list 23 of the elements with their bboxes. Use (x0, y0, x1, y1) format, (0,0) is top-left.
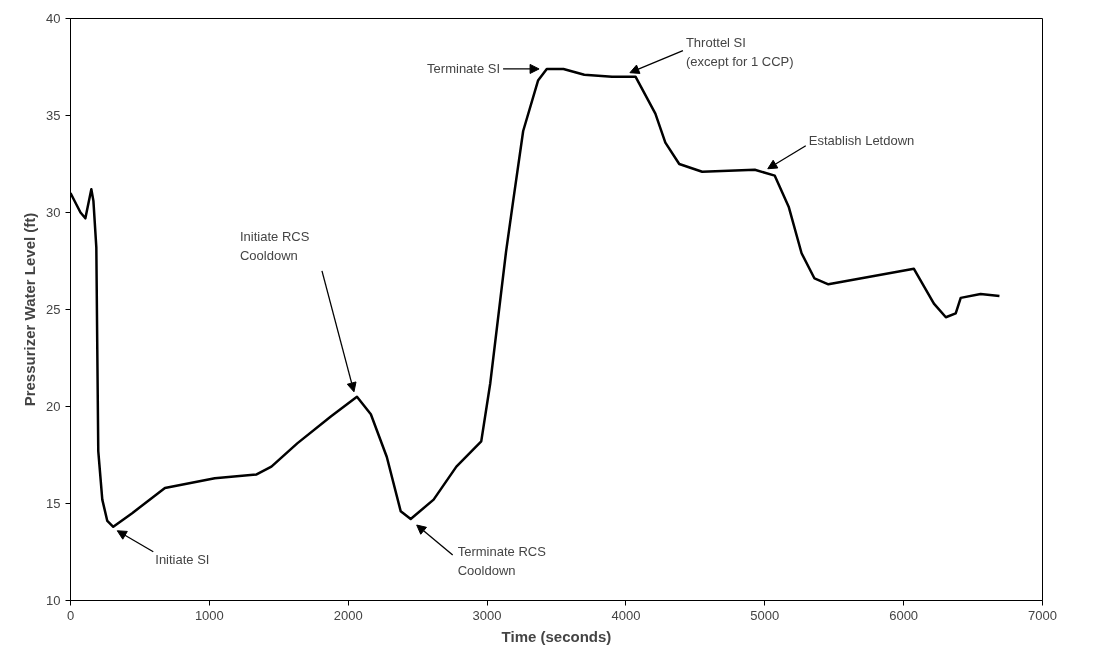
y-tick-label: 10 (46, 593, 61, 608)
x-tick-label: 6000 (889, 607, 919, 623)
y-tick-label: 15 (46, 496, 61, 511)
x-tick-label: 7000 (1028, 607, 1057, 623)
annotation: Throttel SI (except for 1 CCP) (685, 34, 794, 69)
annotation: Terminate SI (427, 61, 501, 77)
x-tick-label: 4000 (611, 607, 641, 623)
x-tick-label: 0 (66, 607, 75, 623)
y-tick-label: 20 (46, 399, 61, 414)
annotation: Establish Letdown (808, 133, 915, 149)
y-tick-label: 30 (46, 205, 61, 220)
annotation: Terminate RCS Cooldown (457, 544, 547, 578)
annotation: Initiate SI (155, 552, 210, 568)
y-axis-title: Pressurizer Water Level (ft) (21, 212, 39, 407)
x-tick-label: 3000 (472, 607, 502, 623)
y-tick-label: 40 (46, 11, 61, 26)
x-tick-label: 5000 (750, 607, 780, 623)
annotation: Initiate RCS Cooldown (239, 228, 310, 263)
x-tick-label: 2000 (333, 607, 363, 623)
y-tick-label: 25 (46, 302, 61, 317)
x-axis-title: Time (seconds) (501, 627, 612, 645)
x-tick-label: 1000 (194, 607, 224, 623)
y-tick-label: 35 (46, 108, 61, 123)
